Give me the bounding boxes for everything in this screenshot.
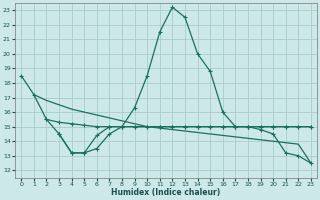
X-axis label: Humidex (Indice chaleur): Humidex (Indice chaleur) (111, 188, 221, 197)
